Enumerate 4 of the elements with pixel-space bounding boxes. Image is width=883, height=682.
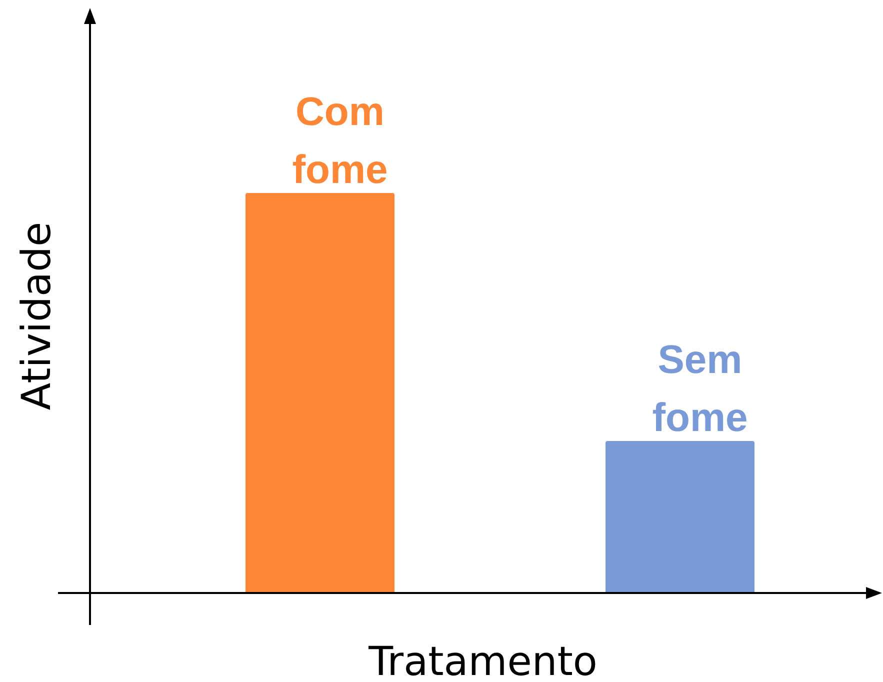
y-axis-title: Atividade [14, 222, 60, 410]
x-axis-title: Tratamento [368, 639, 598, 682]
x-tick-label: Com fome [292, 90, 388, 192]
x-tick-label: Sem fome [652, 338, 748, 440]
